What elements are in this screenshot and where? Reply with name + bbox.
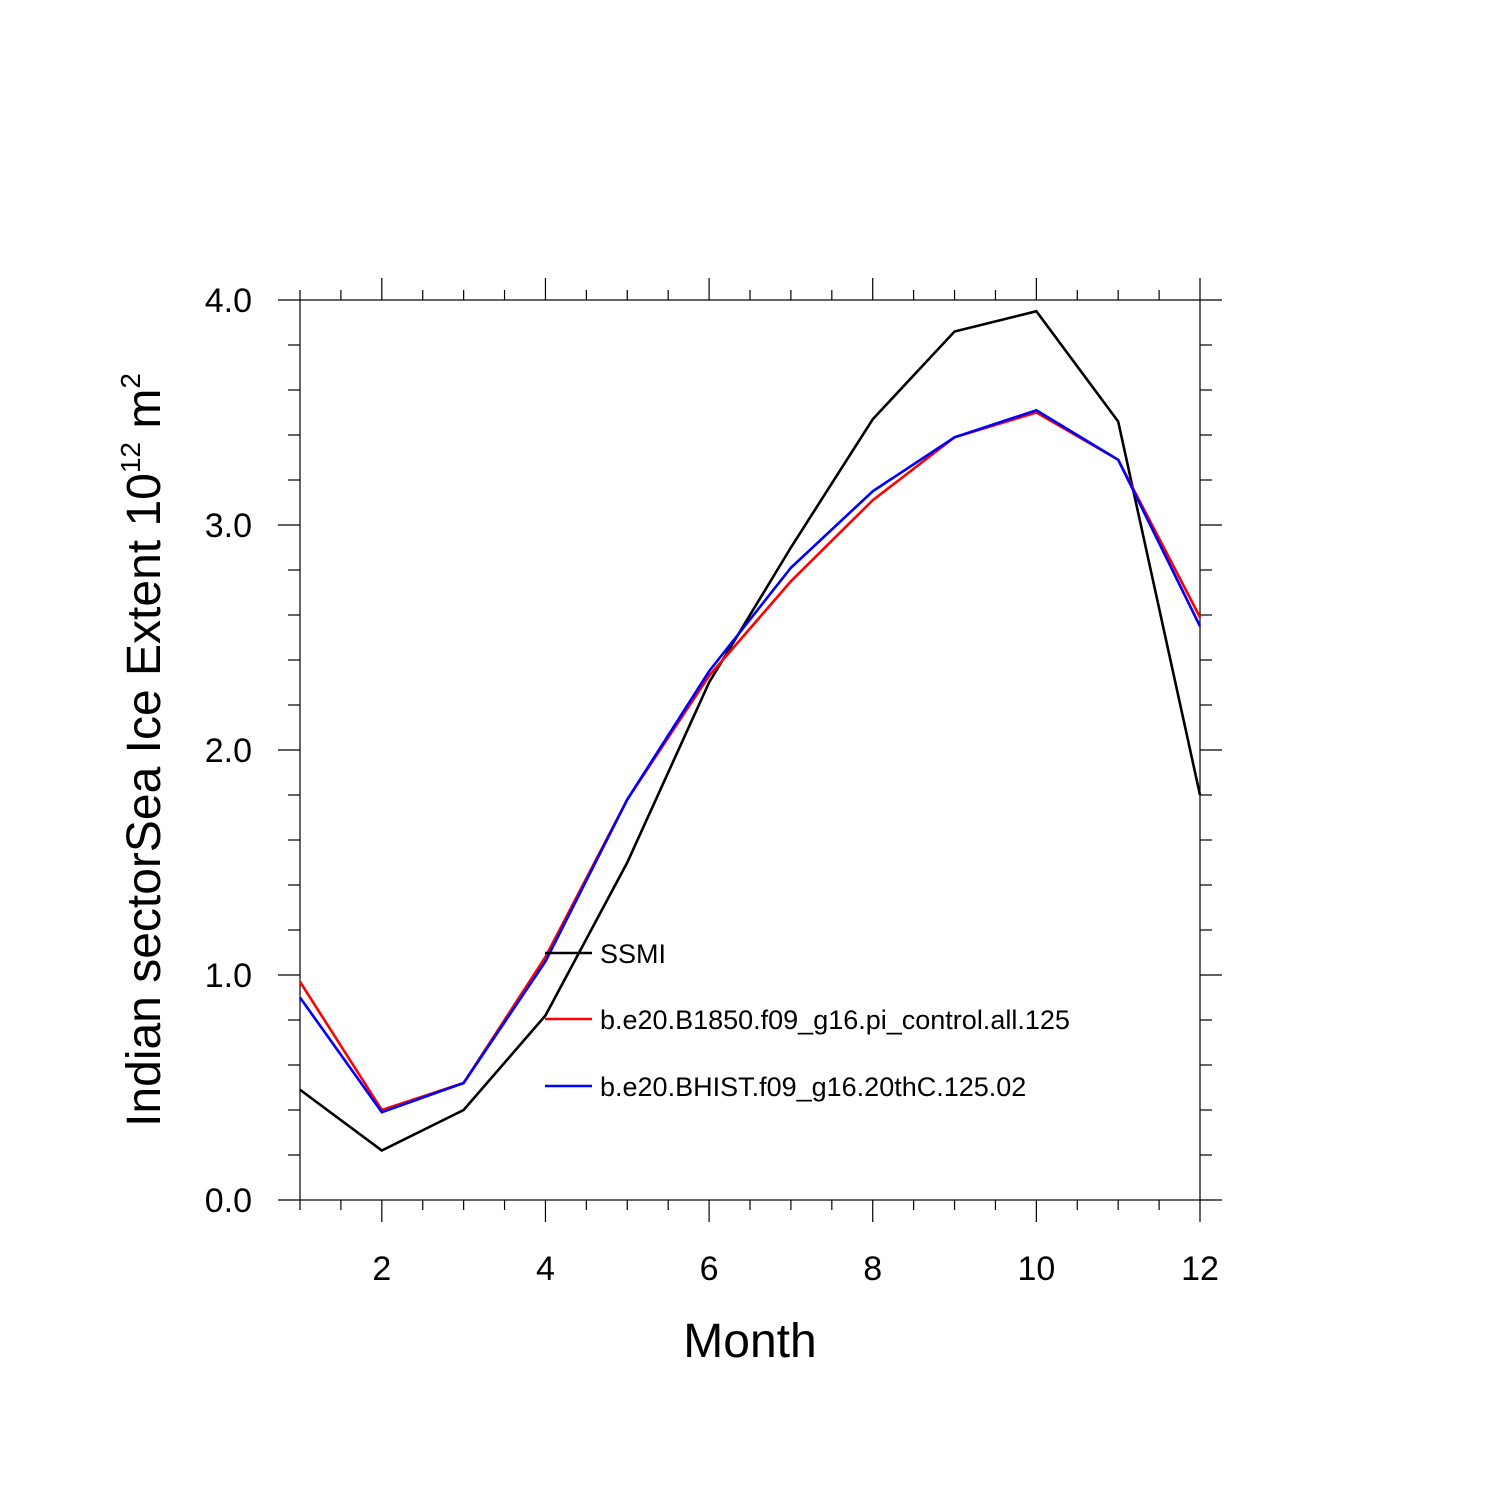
legend-label-2: b.e20.B1850.f09_g16.pi_control.all.125 — [600, 1005, 1070, 1035]
plot-frame — [299, 299, 1201, 1201]
legend: SSMI b.e20.B1850.f09_g16.pi_control.all.1… — [545, 939, 1070, 1102]
x-tick-label: 8 — [863, 1250, 882, 1288]
series-line-3 — [298, 408, 1202, 1114]
y-tick-label: 0.0 — [205, 1182, 252, 1220]
y-axis-title-unit: m — [118, 389, 171, 442]
legend-label-1: SSMI — [600, 939, 666, 969]
y-tick-label: 1.0 — [205, 957, 252, 995]
y-axis-title-exponent-2: 2 — [115, 373, 146, 389]
y-tick-label: 3.0 — [205, 507, 252, 545]
y-axis-title-main: Indian sectorSea Ice Extent 10 — [118, 473, 171, 1127]
y-tick-label: 2.0 — [205, 732, 252, 770]
y-axis-title-exponent-1: 12 — [115, 442, 146, 473]
x-axis-title: Month — [683, 1315, 816, 1368]
series-group — [298, 309, 1202, 1153]
axis-ticks — [278, 278, 1222, 1222]
legend-label-3: b.e20.BHIST.f09_g16.20thC.125.02 — [600, 1072, 1026, 1102]
y-axis-title: Indian sectorSea Ice Extent 1012 m2 — [115, 373, 171, 1127]
x-tick-labels: 2 4 6 8 10 12 — [372, 1250, 1219, 1288]
x-tick-label: 2 — [372, 1250, 391, 1288]
x-tick-label: 10 — [1017, 1250, 1055, 1288]
x-tick-label: 6 — [700, 1250, 719, 1288]
y-tick-labels: 0.0 1.0 2.0 3.0 4.0 — [205, 282, 252, 1220]
series-line-1 — [299, 309, 1202, 1153]
x-tick-label: 12 — [1181, 1250, 1219, 1288]
x-tick-label: 4 — [536, 1250, 555, 1288]
y-tick-label: 4.0 — [205, 282, 252, 320]
